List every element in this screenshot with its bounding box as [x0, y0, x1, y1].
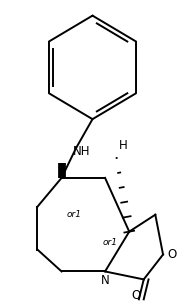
Text: or1: or1: [66, 210, 81, 219]
Text: O: O: [131, 289, 141, 302]
Text: N: N: [101, 275, 109, 288]
Text: or1: or1: [102, 238, 117, 247]
Text: O: O: [167, 248, 176, 261]
Text: H: H: [119, 139, 127, 152]
Text: NH: NH: [73, 145, 91, 158]
